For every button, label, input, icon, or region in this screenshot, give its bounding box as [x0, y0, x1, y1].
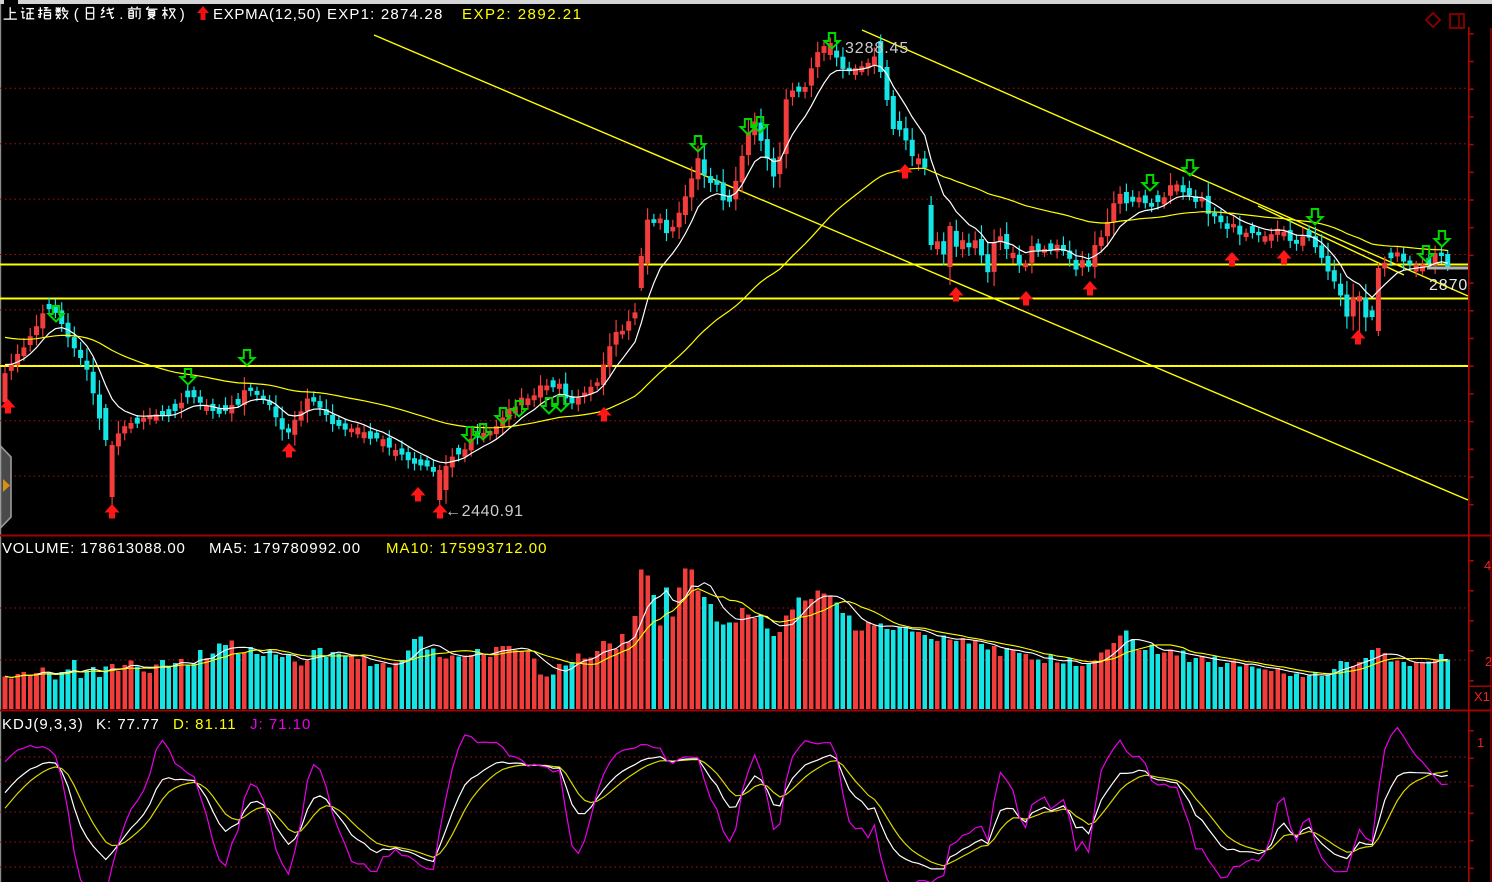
svg-text:EXP1: 2874.28: EXP1: 2874.28	[327, 6, 444, 23]
svg-text:X1: X1	[1474, 689, 1490, 704]
svg-text:MA10: 175993712.00: MA10: 175993712.00	[386, 540, 547, 557]
svg-text:D: 81.11: D: 81.11	[173, 716, 237, 733]
svg-text:J: 71.10: J: 71.10	[250, 716, 311, 733]
svg-text:.: .	[119, 6, 123, 23]
svg-text:EXP2: 2892.21: EXP2: 2892.21	[462, 6, 582, 23]
svg-text:(: (	[74, 6, 79, 23]
svg-text:2: 2	[1485, 654, 1492, 669]
svg-text:MA5: 179780992.00: MA5: 179780992.00	[209, 540, 361, 557]
svg-text:KDJ(9,3,3): KDJ(9,3,3)	[2, 716, 84, 733]
svg-text:K: 77.77: K: 77.77	[96, 716, 160, 733]
svg-text:←2440.91: ←2440.91	[445, 503, 524, 520]
svg-text:4: 4	[1484, 558, 1491, 573]
svg-text:3288.45: 3288.45	[845, 40, 909, 57]
svg-text:2870: 2870	[1429, 277, 1468, 294]
svg-text:EXPMA(12,50): EXPMA(12,50)	[213, 6, 321, 23]
svg-text:): )	[180, 6, 185, 23]
svg-text:VOLUME: 178613088.00: VOLUME: 178613088.00	[2, 540, 186, 557]
svg-text:1: 1	[1477, 735, 1484, 750]
